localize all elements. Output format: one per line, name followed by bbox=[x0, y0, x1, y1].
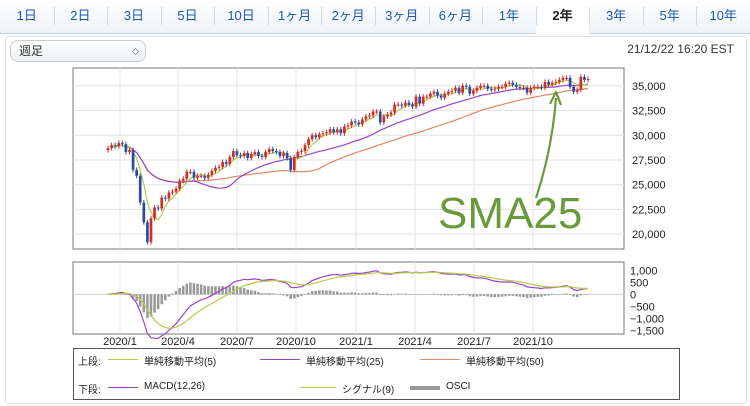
tab-4[interactable]: 5日 bbox=[177, 8, 198, 23]
legend-macd: MACD(12,26) bbox=[144, 381, 206, 392]
tab-2[interactable]: 2日 bbox=[70, 8, 91, 23]
legend-lower-label: 下段: bbox=[78, 385, 101, 396]
tab-separator bbox=[160, 7, 162, 25]
tab-separator bbox=[428, 7, 430, 25]
tab-5[interactable]: 10日 bbox=[227, 8, 255, 23]
legend-signal-swatch bbox=[300, 387, 336, 388]
legend-sma5: 単純移動平均(5) bbox=[144, 357, 217, 368]
chart-legend: 上段: 単純移動平均(5) 単純移動平均(25) 単純移動平均(50) 下段: … bbox=[73, 348, 680, 400]
legend-sma50: 単純移動平均(50) bbox=[466, 357, 544, 368]
tab-separator bbox=[642, 7, 644, 25]
tab-9[interactable]: 6ヶ月 bbox=[438, 8, 472, 23]
legend-signal: シグナル(9) bbox=[342, 385, 395, 396]
tab-separator bbox=[375, 7, 376, 25]
legend-sma5-swatch bbox=[108, 359, 138, 360]
tab-separator bbox=[535, 7, 537, 25]
legend-osci-swatch bbox=[410, 386, 440, 390]
timestamp: 21/12/22 16:20 EST bbox=[627, 42, 734, 56]
tab-separator bbox=[107, 7, 109, 25]
tab-10[interactable]: 1年 bbox=[498, 8, 520, 23]
period-select[interactable]: 週足 ◇ bbox=[10, 40, 146, 62]
tab-3[interactable]: 3日 bbox=[123, 8, 145, 23]
legend-osci: OSCI bbox=[446, 381, 471, 392]
tab-separator bbox=[214, 7, 216, 25]
tab-separator bbox=[482, 7, 484, 25]
tab-separator bbox=[321, 7, 323, 25]
tab-separator bbox=[53, 7, 55, 25]
legend-sma25-swatch bbox=[260, 359, 300, 360]
period-select-value: 週足 bbox=[19, 44, 44, 58]
legend-sma50-swatch bbox=[420, 359, 460, 360]
chevron-updown-icon: ◇ bbox=[132, 46, 139, 56]
legend-upper-label: 上段: bbox=[78, 357, 101, 368]
tab-6[interactable]: 1ヶ月 bbox=[278, 8, 312, 23]
period-tab-bar: 1日 2日 3日 5日 10日 1ヶ月 2ヶ月 3ヶ月 6ヶ月 1年 2年 3年 5年 10年 bbox=[0, 0, 750, 34]
tab-separator bbox=[589, 7, 591, 25]
tab-7[interactable]: 2ヶ月 bbox=[331, 8, 365, 23]
tab-11[interactable]: 2年 bbox=[535, 0, 590, 34]
tab-separator bbox=[267, 7, 269, 25]
tab-1[interactable]: 1日 bbox=[16, 8, 37, 23]
tab-separator bbox=[696, 7, 698, 25]
tab-12[interactable]: 3年 bbox=[605, 8, 627, 23]
tab-8[interactable]: 3ヶ月 bbox=[385, 8, 419, 23]
legend-macd-swatch bbox=[108, 387, 138, 388]
tab-13[interactable]: 5年 bbox=[659, 8, 680, 23]
tab-14[interactable]: 10年 bbox=[709, 8, 737, 23]
legend-sma25: 単純移動平均(25) bbox=[306, 357, 384, 368]
